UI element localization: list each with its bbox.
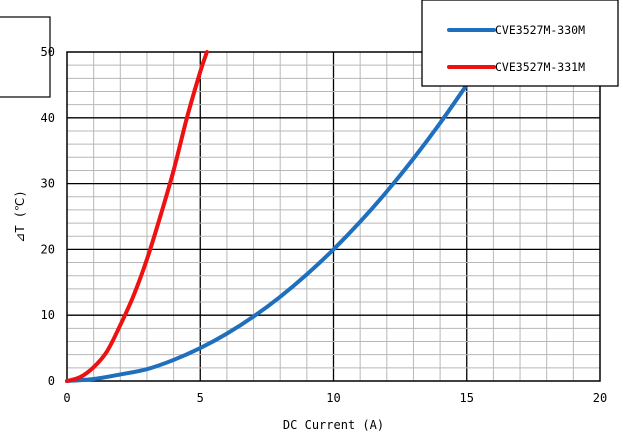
legend: CVE3527M-330M CVE3527M-331M (421, 0, 619, 87)
plot-frame (66, 51, 601, 382)
outer-box-fragment (0, 16, 51, 98)
x-tick-label: 10 (326, 391, 340, 405)
y-tick-label: 0 (48, 374, 55, 388)
series-layer (65, 50, 469, 383)
legend-box (421, 0, 619, 87)
series-line-cve3527m-330m (65, 82, 469, 383)
y-tick-label: 50 (41, 45, 55, 59)
x-tick-label: 15 (460, 391, 474, 405)
x-tick-label: 0 (63, 391, 70, 405)
legend-label: CVE3527M-331M (495, 60, 585, 74)
x-tick-label: 20 (593, 391, 607, 405)
tick-labels: 0 5 10 15 20 0 10 20 30 40 50 (41, 45, 608, 405)
series-line-cve3527m-331m (65, 50, 209, 383)
x-tick-label: 5 (197, 391, 204, 405)
y-tick-label: 10 (41, 308, 55, 322)
legend-label: CVE3527M-330M (495, 23, 585, 37)
grid (67, 52, 600, 381)
x-axis-label: DC Current (A) (283, 418, 384, 432)
y-tick-label: 30 (41, 177, 55, 191)
y-tick-label: 40 (41, 111, 55, 125)
y-tick-label: 20 (41, 242, 55, 256)
y-axis-label: ⊿T (℃) (13, 190, 27, 242)
